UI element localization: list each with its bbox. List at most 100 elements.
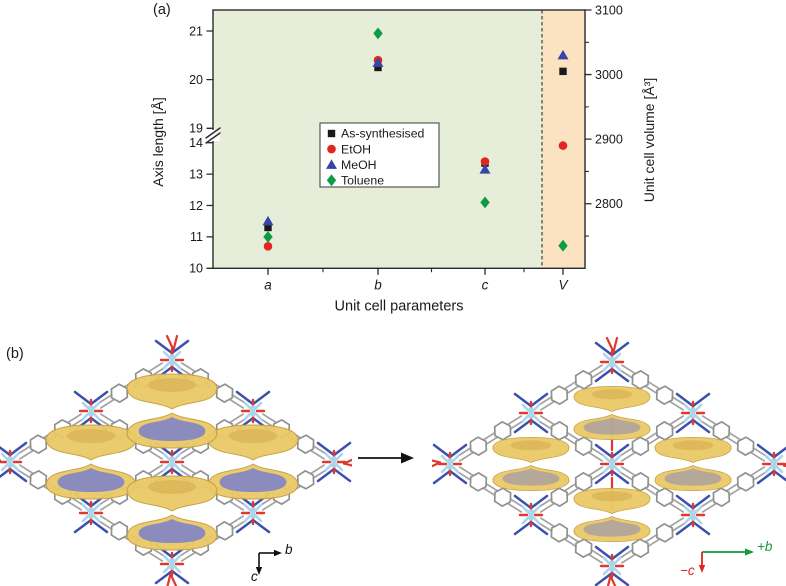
metal-atom [250,507,256,513]
benzene-ring [574,369,593,390]
blob-purple-region [57,468,125,492]
metal-atom [7,456,13,462]
blob-shading [148,378,196,392]
metal-atom [169,360,175,366]
terminal-oxygen [342,458,352,465]
benzene-ring [550,487,569,508]
metal-atom [250,411,256,417]
benzene-ring [29,469,48,490]
right-axis-tick-label: 2900 [595,132,623,146]
blob-purple-region [138,519,206,543]
guest-isosurface-blob [126,373,218,449]
marker-toluene-b [373,27,383,40]
benzene-ring [215,383,234,404]
left-axis-tick-label: 19 [189,122,203,136]
left-axis-tick-label: 10 [189,262,203,276]
linker-bond [539,517,606,560]
linker-bond [458,419,525,462]
linker-bond [537,419,604,462]
legend-label-etoh: EtOH [341,142,371,156]
marker-etoh-c [480,157,490,166]
metal-atom [331,462,337,468]
left-axis-tick-label: 21 [189,24,203,38]
benzene-ring [574,538,593,559]
metal-bond [440,454,460,474]
legend-label-meoh: MeOH [341,158,377,172]
metal-atom [88,507,94,513]
benzene-ring [712,420,731,441]
metal-bond [602,352,622,372]
metal-bond [602,454,622,474]
linker-bond [456,415,523,458]
benzene-ring [655,522,674,543]
benzene-ring [574,436,593,457]
metal-bond [243,503,263,523]
terminal-oxygen [606,574,612,586]
metal-bond [162,350,182,370]
marker-etoh-a [263,242,273,251]
guest-isosurface-blob [207,424,299,500]
metal-atom [447,464,453,470]
linker-bond [539,415,606,458]
benzene-ring [296,434,315,455]
blob-purple-region [219,468,287,492]
metal-atom [88,411,94,417]
axis-break-gap [206,130,220,141]
blob-purple-region [138,417,206,441]
marker-as-synthesised-a [264,223,272,232]
benzene-ring [469,471,488,492]
legend-label-as-synthesised: As-synthesised [341,127,425,141]
blob-shading [591,491,633,502]
panel-b-label: (b) [6,346,24,362]
blob-purple-region [583,519,641,537]
metal-atom [169,354,175,360]
right-axis-title: Unit cell volume [Å³] [641,78,657,202]
benzene-ring [736,436,755,457]
metal-atom [88,513,94,519]
metal-atom [609,362,615,368]
marker-toluene-c [480,196,490,209]
metal-bond [243,401,263,421]
left-axis-title: Axis length [Å] [150,97,166,187]
linker-bond [537,466,604,509]
benzene-ring [29,434,48,455]
linker-bond [620,466,687,509]
marker-as-synthesised-b [374,63,382,72]
transform-arrow [358,452,414,464]
left-axis-tick-label: 14 [189,136,203,150]
linker-bond [701,470,768,513]
x-axis-category-label: c [482,277,489,292]
benzene-ring [631,436,650,457]
metal-bond [521,403,541,423]
left-axis-tick-label: 20 [189,73,203,87]
mof-structure-left [0,334,352,586]
metal-atom [528,509,534,515]
b-axis-label: b [285,542,293,557]
marker-etoh-volume [558,141,568,150]
benzene-ring [631,471,650,492]
linker-bond [537,521,604,564]
metal-atom [169,558,175,564]
b-axis-arrowhead [274,549,282,557]
terminal-oxygen [605,336,615,354]
benzene-ring [631,538,650,559]
benzene-ring [736,471,755,492]
metal-atom [528,407,534,413]
metal-atom [609,458,615,464]
linker-bond [618,368,685,411]
blob-purple-region [583,417,641,435]
benzene-ring [296,469,315,490]
right-axis-tick-label: 3100 [595,3,623,17]
right-axis-tick-label: 2800 [595,197,623,211]
minus-c-axis-label: −c [680,563,695,578]
metal-atom [690,509,696,515]
benzene-ring [110,383,129,404]
pyrazolate-chevron [0,441,28,457]
metal-atom [169,462,175,468]
benzene-ring [550,522,569,543]
minus-c-axis-arrowhead [699,565,706,573]
left-axis-tick-label: 12 [189,199,203,213]
metal-atom [690,515,696,521]
metal-atom [250,405,256,411]
